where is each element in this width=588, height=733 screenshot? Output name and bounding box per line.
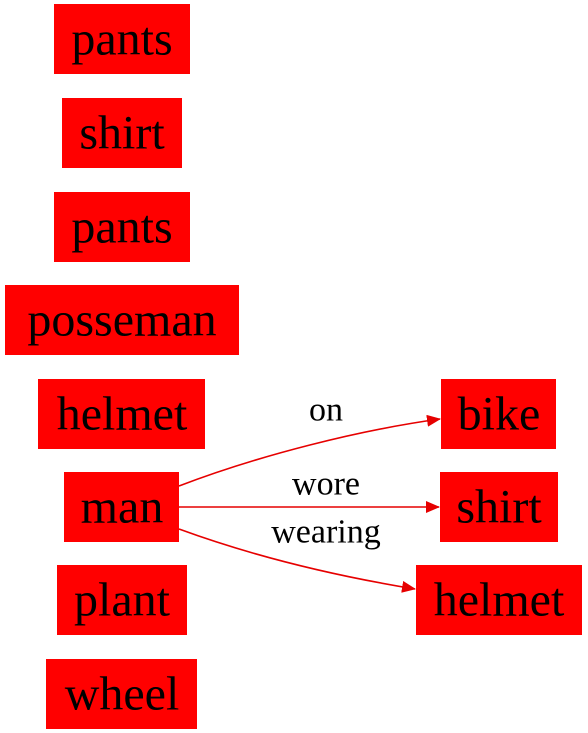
node-posseman: posseman <box>5 285 239 355</box>
node-pants-1: pants <box>54 4 190 74</box>
node-plant-label: plant <box>74 574 171 627</box>
node-helmet-2: helmet <box>416 565 582 635</box>
node-wheel-label: wheel <box>65 668 180 721</box>
node-pants-1-label: pants <box>71 13 172 66</box>
node-bike-label: bike <box>458 388 541 441</box>
edge-man-wearing-helmet: wearing <box>178 514 416 593</box>
node-posseman-label: posseman <box>27 294 216 347</box>
edge-wearing-label: wearing <box>271 514 381 551</box>
node-shirt-1: shirt <box>62 98 182 168</box>
node-man-label: man <box>81 481 164 534</box>
edge-wore-label: wore <box>292 466 360 503</box>
node-shirt-2: shirt <box>440 472 558 542</box>
node-pants-2: pants <box>54 192 190 262</box>
node-pants-2-label: pants <box>71 201 172 254</box>
node-bike: bike <box>441 379 556 449</box>
node-helmet-1-label: helmet <box>57 388 188 441</box>
node-shirt-2-label: shirt <box>456 481 542 534</box>
edge-man-wore-shirt: wore <box>179 466 440 513</box>
node-shirt-1-label: shirt <box>79 107 165 160</box>
node-man: man <box>64 472 179 542</box>
edge-man-on-bike: on <box>178 392 441 487</box>
node-wheel: wheel <box>46 659 197 729</box>
node-plant: plant <box>57 565 187 635</box>
node-helmet-1: helmet <box>38 379 205 449</box>
node-helmet-2-label: helmet <box>434 574 565 627</box>
edge-on-label: on <box>309 392 343 429</box>
